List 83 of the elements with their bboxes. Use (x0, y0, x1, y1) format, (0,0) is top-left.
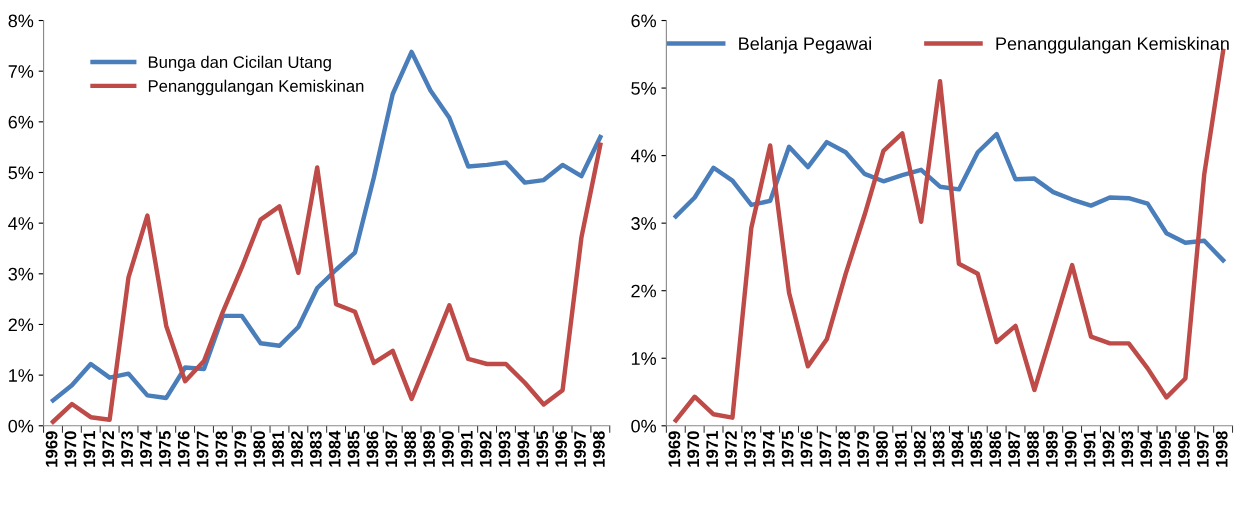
line-series (673, 131, 1226, 263)
x-tick-label: 1973 (121, 431, 133, 467)
x-tick-label: 1992 (479, 431, 492, 467)
x-tick-label: 1986 (989, 431, 1002, 467)
x-tick-label: 1970 (687, 431, 700, 467)
x-tick-label: 1973 (743, 431, 756, 467)
line-series (50, 49, 603, 403)
y-tick-label: 1% (9, 369, 34, 382)
x-tick-label: 1998 (592, 431, 605, 467)
y-tick-label: 3% (631, 217, 657, 230)
x-tick-label: 1980 (253, 431, 266, 467)
x-tick-label: 1989 (1045, 431, 1058, 467)
y-tick-label: 2% (631, 284, 657, 298)
y-tick-label: 4% (8, 217, 34, 230)
x-tick-label: 1977 (819, 431, 832, 467)
x-tick-label: 1992 (1102, 431, 1115, 467)
x-tick-label: 1996 (1178, 431, 1190, 467)
x-tick-label: 1984 (951, 430, 964, 467)
y-tick-label: 3% (8, 267, 34, 281)
legend-label: Penanggulangan Kemiskinan (996, 36, 1229, 54)
x-tick-label: 1993 (1121, 431, 1134, 467)
x-tick-label: 1995 (1159, 431, 1171, 467)
x-tick-label: 1988 (1027, 431, 1039, 467)
y-tick-label: 0% (631, 419, 657, 433)
legend-label: Belanja Pegawai (739, 36, 871, 54)
x-tick-label: 1991 (460, 431, 473, 467)
x-tick-label: 1990 (442, 431, 454, 467)
x-tick-label: 1975 (781, 431, 794, 467)
x-tick-label: 1974 (140, 430, 152, 467)
legend-label: Bunga dan Cicilan Utang (148, 55, 331, 72)
x-tick-label: 1987 (1008, 431, 1020, 467)
x-tick-label: 1976 (177, 431, 190, 467)
x-tick-label: 1972 (725, 431, 737, 467)
x-tick-label: 1979 (234, 431, 247, 467)
x-tick-label: 1982 (291, 431, 303, 467)
x-tick-label: 1994 (1140, 430, 1153, 467)
x-tick-label: 1974 (762, 430, 775, 467)
y-tick-label: 7% (8, 65, 34, 78)
x-tick-label: 1994 (517, 430, 530, 467)
x-tick-label: 1986 (366, 431, 379, 467)
x-tick-label: 1989 (423, 431, 435, 467)
x-tick-label: 1996 (555, 431, 568, 467)
y-tick-label: 8% (8, 14, 34, 28)
x-tick-label: 1980 (876, 431, 888, 467)
x-tick-label: 1991 (1083, 431, 1096, 467)
x-tick-label: 1981 (272, 431, 284, 467)
x-tick-label: 1982 (913, 431, 926, 467)
x-tick-label: 1979 (857, 431, 870, 467)
x-tick-label: 1972 (102, 431, 115, 467)
x-tick-label: 1977 (196, 431, 209, 467)
x-tick-label: 1975 (158, 431, 171, 467)
x-tick-label: 1970 (64, 431, 77, 467)
y-tick-label: 5% (631, 82, 657, 95)
y-tick-label: 2% (8, 318, 34, 332)
x-tick-label: 1993 (498, 431, 511, 467)
legend-label: Penanggulangan Kemiskinan (148, 79, 364, 96)
x-tick-label: 1995 (536, 431, 549, 467)
x-tick-label: 1978 (838, 431, 851, 467)
y-tick-label: 6% (631, 14, 657, 28)
y-tick-label: 1% (631, 352, 657, 365)
x-tick-label: 1984 (328, 430, 341, 467)
x-tick-label: 1969 (668, 431, 681, 467)
y-tick-label: 4% (630, 149, 657, 163)
x-tick-label: 1985 (347, 431, 360, 467)
x-tick-label: 1985 (970, 431, 983, 467)
y-tick-label: 0% (8, 419, 34, 433)
x-tick-label: 1990 (1064, 431, 1077, 467)
x-tick-label: 1987 (385, 431, 398, 467)
y-tick-label: 5% (8, 166, 34, 180)
x-tick-label: 1983 (932, 431, 945, 467)
x-tick-label: 1976 (800, 431, 813, 467)
x-tick-label: 1998 (1215, 431, 1228, 467)
x-tick-label: 1988 (404, 431, 417, 467)
x-tick-label: 1997 (1196, 431, 1209, 467)
y-tick-label: 6% (8, 115, 34, 129)
x-tick-label: 1981 (894, 431, 907, 467)
x-tick-label: 1978 (215, 431, 228, 467)
x-tick-label: 1997 (574, 431, 586, 467)
x-tick-label: 1971 (706, 431, 719, 467)
x-tick-label: 1969 (45, 431, 58, 467)
x-tick-label: 1983 (309, 431, 322, 467)
x-tick-label: 1971 (83, 431, 96, 467)
line-series (50, 142, 603, 424)
